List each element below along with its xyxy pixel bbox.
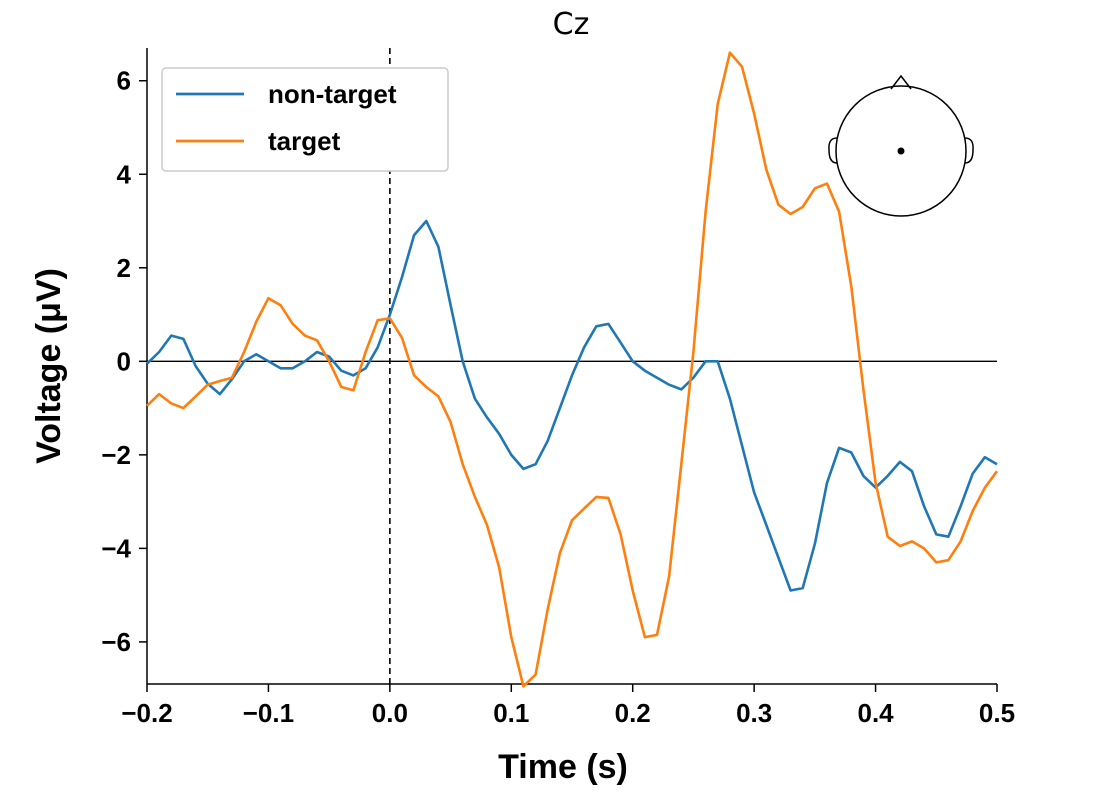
x-tick-label: −0.1 [243,698,294,728]
x-axis-label: Time (s) [498,748,628,786]
nose-icon [890,74,912,90]
y-tick-label: 2 [117,253,131,283]
series-line-target [146,51,999,688]
series-line-non-target [146,219,998,592]
x-tick-label: 0.1 [493,698,529,728]
y-tick-label: −4 [101,533,131,563]
x-tick-label: 0.5 [979,698,1015,728]
y-tick-label: −6 [101,627,131,657]
head-outline [835,85,967,217]
chart-title: Cz [553,7,590,42]
head-sensor-map [828,74,974,217]
y-tick-label: 0 [117,346,131,376]
right-ear-icon [964,137,974,164]
y-tick-label: 4 [117,159,132,189]
axes: −0.2 −0.1 0.0 0.1 0.2 0.3 0.4 0.5 −6 −4 −2 0 2 4 6 [101,48,1015,728]
x-tick-label: 0.0 [372,698,408,728]
legend-label: target [268,126,341,156]
x-tick-label: 0.3 [736,698,772,728]
x-tick-label: 0.4 [857,698,894,728]
x-tick-label: −0.2 [121,698,172,728]
y-axis-label: Voltage (μV) [30,268,68,464]
legend-label: non-target [268,79,397,109]
y-tick-label: −2 [101,440,131,470]
sensor-dot [897,147,905,155]
x-tick-label: 0.2 [615,698,651,728]
y-tick-label: 6 [117,66,131,96]
left-ear-icon [828,137,838,164]
legend: non-target target [161,67,449,172]
plot-area [146,48,999,688]
